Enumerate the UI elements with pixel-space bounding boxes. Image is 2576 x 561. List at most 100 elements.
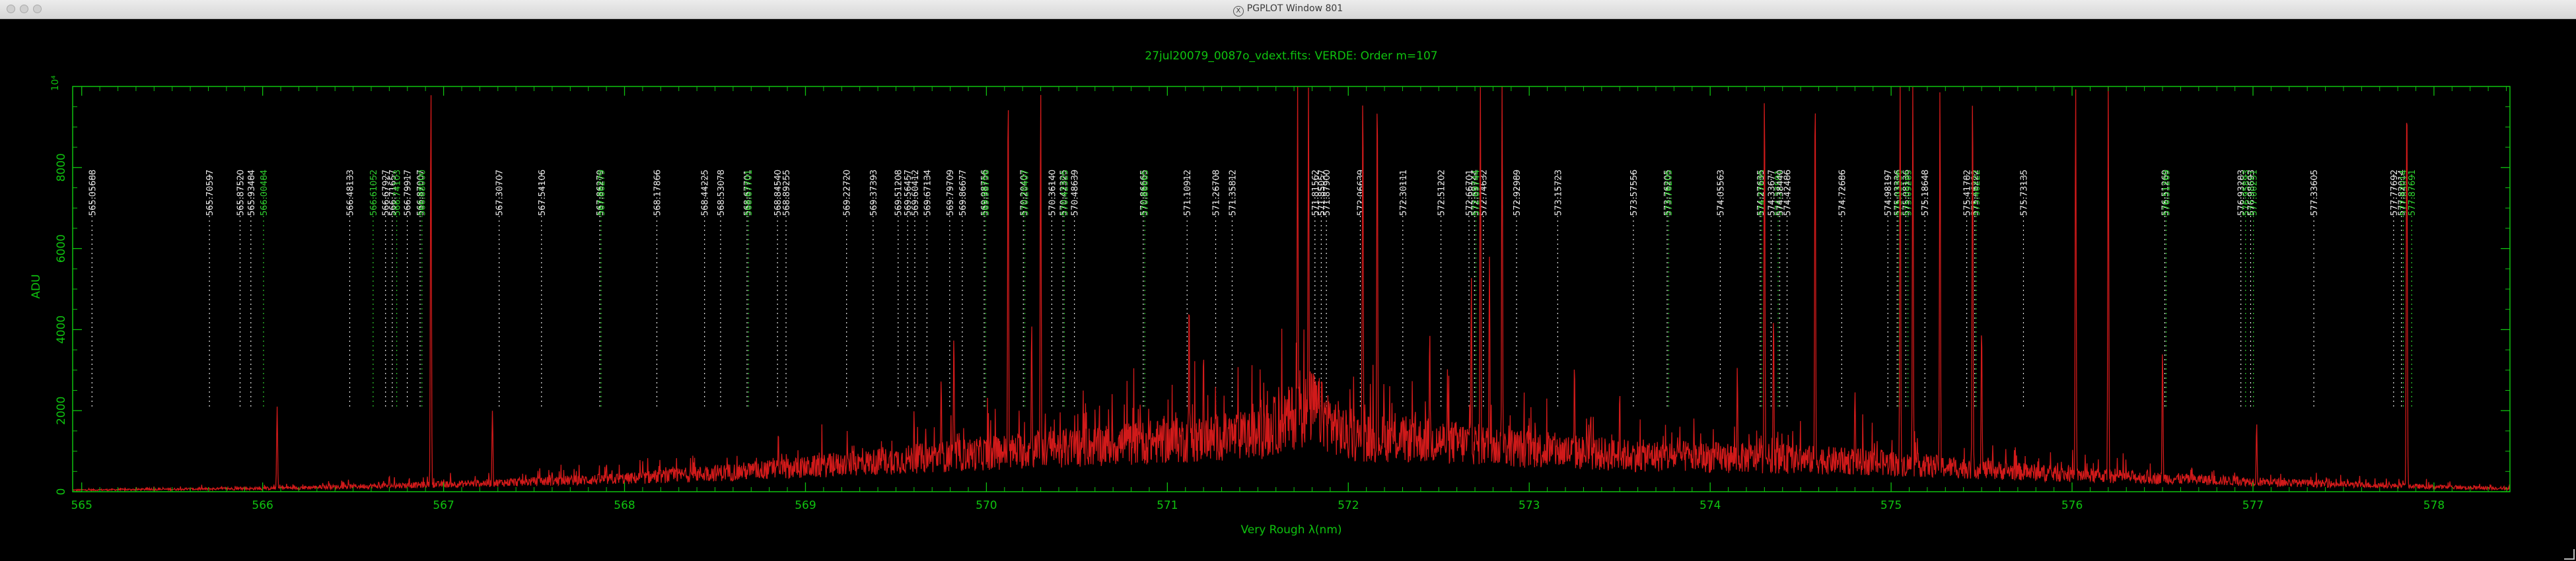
y-tick-label: 8000 — [55, 153, 68, 182]
line-id-label: 566.67927 — [382, 170, 392, 216]
line-id-label: 569.98756 — [980, 170, 990, 216]
line-id-label: 565.87520 — [236, 170, 246, 216]
line-id-label: 571.26708 — [1212, 170, 1222, 216]
line-id-label: 570.42325 — [1059, 170, 1069, 216]
spectrum-layer — [73, 86, 2511, 492]
line-id-label: 574.05563 — [1716, 170, 1726, 216]
line-id-label: 571.87900 — [1322, 170, 1332, 216]
window-titlebar[interactable]: X PGPLOT Window 801 — [0, 0, 2576, 19]
x11-icon: X — [1233, 6, 1244, 16]
line-id-label: 574.37591 — [1774, 170, 1784, 216]
line-id-label: 568.89255 — [782, 170, 792, 216]
line-id-label: 565.05688 — [88, 170, 98, 216]
close-window-button[interactable] — [7, 5, 15, 13]
line-id-label: 568.84540 — [773, 170, 783, 216]
line-id-label: 569.56457 — [904, 170, 913, 216]
line-id-label: 566.61052 — [369, 170, 379, 216]
line-id-label: 575.46222 — [1972, 170, 1982, 216]
line-id-label: 571.81562 — [1311, 170, 1321, 216]
y-tick-label: 2000 — [55, 397, 68, 425]
spectrum-series — [73, 86, 2511, 492]
resize-grip[interactable] — [2564, 549, 2575, 560]
line-id-label: 576.98693 — [2246, 170, 2256, 216]
line-id-label: 574.38440 — [1775, 170, 1785, 216]
line-id-label: 576.51269 — [2161, 170, 2171, 216]
line-id-label: 573.76205 — [1664, 170, 1674, 216]
line-id-label: 570.86665 — [1141, 170, 1151, 216]
line-id-label: 570.20407 — [1020, 170, 1030, 216]
line-id-label: 566.74103 — [393, 170, 403, 216]
line-id-label: 574.27635 — [1758, 170, 1768, 216]
x-tick-label: 568 — [614, 499, 635, 512]
x-tick-label: 570 — [976, 499, 997, 512]
line-id-label: 568.53078 — [717, 170, 727, 216]
line-id-label: 575.18648 — [1921, 170, 1931, 216]
line-id-label: 566.79917 — [404, 170, 413, 216]
line-id-label: 573.76205 — [1663, 170, 1673, 216]
line-id-label: 565.70597 — [205, 170, 215, 216]
line-id-label: 573.57556 — [1629, 170, 1639, 216]
line-id-label: 576.51269 — [2163, 170, 2172, 216]
x-tick-label: 565 — [71, 499, 92, 512]
line-id-label: 567.54106 — [538, 170, 548, 216]
line-id-label: 569.37393 — [869, 170, 879, 216]
line-id-label: 575.41782 — [1963, 170, 1973, 216]
line-id-label: 574.33677 — [1767, 170, 1777, 216]
line-id-label: 570.86665 — [1139, 170, 1149, 216]
line-id-label: 574.72686 — [1838, 170, 1847, 216]
line-id-label: 572.69744 — [1472, 170, 1482, 216]
line-id-label: 569.79709 — [946, 170, 956, 216]
x-tick-label: 575 — [1880, 499, 1902, 512]
y-tick-label: 0 — [55, 488, 68, 496]
y-axis-multiplier-label: 10⁴ — [50, 75, 61, 91]
line-id-label: 577.77692 — [2390, 170, 2400, 216]
line-id-label: 569.51208 — [894, 170, 904, 216]
line-id-label: 574.98197 — [1884, 170, 1894, 216]
line-identifications: 565.05688 565.70597 565.87520 565.93484 566.… — [88, 170, 2417, 407]
line-id-label: 577.82014 — [2398, 170, 2408, 216]
line-id-label: 570.48639 — [1071, 170, 1081, 216]
line-id-label: 567.30707 — [495, 170, 505, 216]
x-tick-label: 573 — [1519, 499, 1540, 512]
line-id-label: 567.86279 — [597, 170, 607, 216]
plot-axes: 565 566 567 568 569 570 571 572 573 574 575 576 577 5… — [55, 86, 2511, 512]
line-id-label: 572.92989 — [1513, 170, 1522, 216]
x-axis-label: Very Rough λ(nm) — [1240, 523, 1342, 537]
line-id-label: 570.20407 — [1019, 170, 1029, 216]
line-id-label: 568.17866 — [653, 170, 662, 216]
line-id-label: 572.74632 — [1480, 170, 1489, 216]
line-id-label: 566.71657 — [388, 170, 398, 216]
line-id-label: 573.15723 — [1554, 170, 1563, 216]
y-tick-label: 4000 — [55, 315, 68, 344]
line-id-label: 569.60412 — [911, 170, 921, 216]
line-id-label: 566.48133 — [345, 170, 355, 216]
y-axis-label: ADU — [30, 274, 43, 298]
line-id-label: 569.67134 — [923, 170, 933, 216]
line-id-label: 568.67701 — [744, 170, 754, 216]
plot-frame — [72, 86, 2511, 492]
y-tick-label: 6000 — [55, 234, 68, 263]
line-id-label: 576.93283 — [2237, 170, 2247, 216]
line-id-label: 568.44225 — [701, 170, 711, 216]
line-id-label: 572.51202 — [1437, 170, 1447, 216]
line-id-label: 569.86677 — [958, 170, 968, 216]
line-id-label: 571.10912 — [1183, 170, 1193, 216]
x-tick-label: 566 — [252, 499, 273, 512]
line-id-label: 572.69744 — [1470, 170, 1480, 216]
x-tick-label: 567 — [433, 499, 454, 512]
window-title: X PGPLOT Window 801 — [0, 3, 2576, 16]
zoom-window-button[interactable] — [33, 5, 42, 13]
line-id-label: 575.73135 — [2019, 170, 2029, 216]
line-id-label: 566.88000 — [418, 170, 428, 216]
line-id-label: 569.98756 — [982, 170, 991, 216]
x-tick-label: 576 — [2061, 499, 2083, 512]
x-tick-label: 577 — [2242, 499, 2264, 512]
line-id-label: 566.00484 — [260, 170, 269, 216]
line-id-label: 569.22720 — [843, 170, 853, 216]
plot-canvas: 27jul20079_0087o_vdext.fits: VERDE: Orde… — [7, 19, 2569, 557]
line-id-label: 570.42325 — [1060, 170, 1070, 216]
minimize-window-button[interactable] — [20, 5, 28, 13]
window-title-text: PGPLOT Window 801 — [1246, 3, 1343, 14]
line-id-label: 577.33605 — [2310, 170, 2320, 216]
